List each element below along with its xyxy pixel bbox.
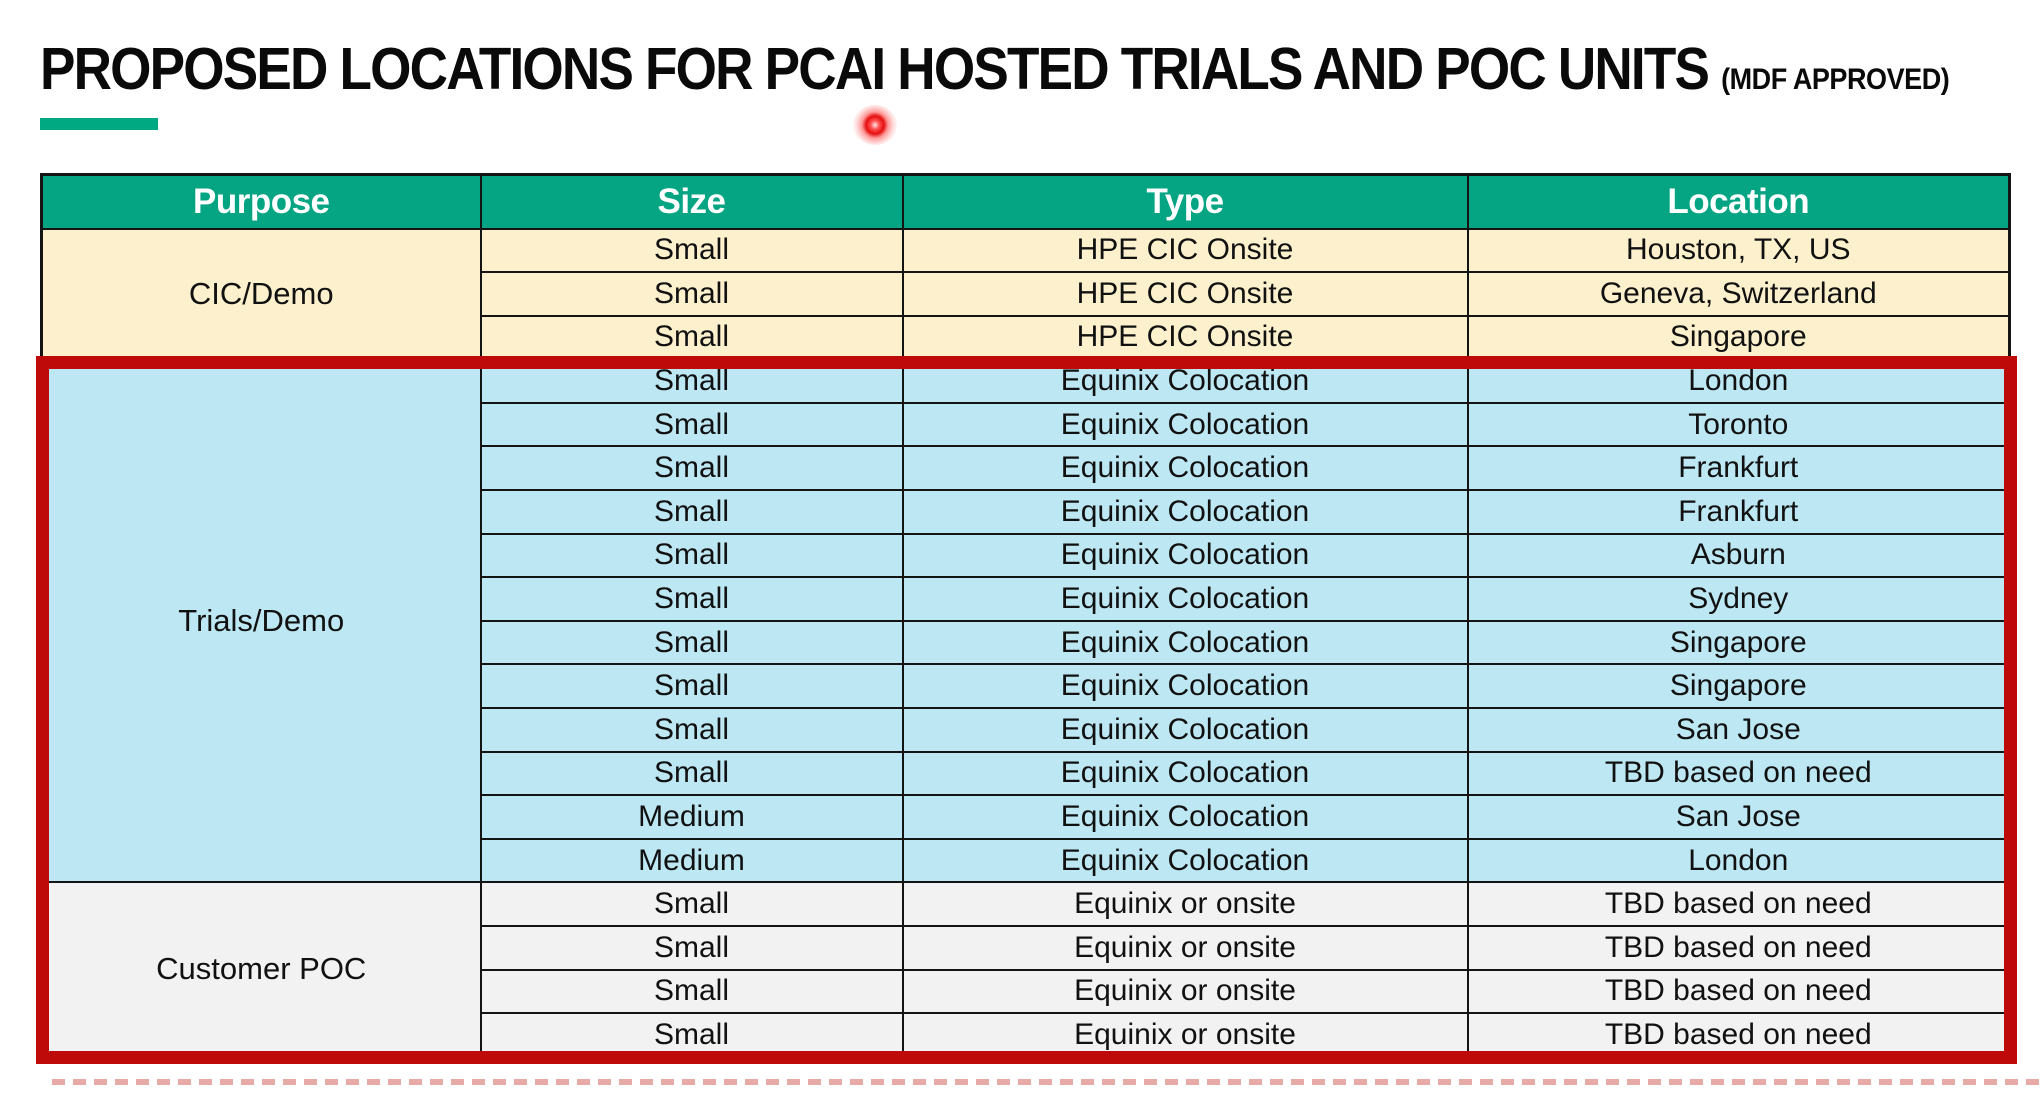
location-cell: Houston, TX, US <box>1466 227 2011 274</box>
type-cell: Equinix Colocation <box>901 358 1469 404</box>
type-cell: Equinix or onsite <box>901 1012 1469 1058</box>
table-row: CIC/Demo Small HPE CIC Onsite Houston, T… <box>40 227 2011 361</box>
table-row: Small Equinix Colocation Singapore <box>42 663 2011 710</box>
type-cell: Equinix Colocation <box>901 401 1469 448</box>
location-cell: London <box>1466 837 2011 884</box>
size-cell: Small <box>479 401 904 448</box>
table-row: Medium Equinix Colocation San Jose <box>42 794 2011 840</box>
table-row: Small Equinix Colocation Asburn <box>42 532 2011 579</box>
table-row: Small Equinix Colocation Singapore <box>42 619 2011 666</box>
type-cell: Equinix Colocation <box>901 532 1469 579</box>
table-row: Small HPE CIC Onsite Singapore <box>42 314 2011 361</box>
table-row: Small Equinix Colocation Frankfurt <box>42 445 2011 492</box>
size-cell: Small <box>479 314 904 361</box>
location-cell: Sydney <box>1466 576 2011 622</box>
size-cell: Small <box>479 881 904 927</box>
table-row: Trials/Demo Small Equinix Colocation Lon… <box>40 358 2011 884</box>
type-cell: Equinix Colocation <box>901 445 1469 492</box>
type-cell: Equinix Colocation <box>901 794 1469 840</box>
title-accent-bar <box>40 118 158 130</box>
table-row: Medium Equinix Colocation London <box>42 837 2011 884</box>
size-cell: Small <box>479 707 904 753</box>
type-cell: Equinix or onsite <box>901 968 1469 1015</box>
table-row: Small Equinix or onsite TBD based on nee… <box>42 968 2011 1015</box>
type-cell: Equinix Colocation <box>901 837 1469 884</box>
location-cell: Geneva, Switzerland <box>1466 271 2011 317</box>
size-cell: Small <box>479 925 904 971</box>
type-cell: Equinix Colocation <box>901 750 1469 797</box>
size-cell: Small <box>479 968 904 1015</box>
type-cell: HPE CIC Onsite <box>901 314 1469 361</box>
location-cell: TBD based on need <box>1466 925 2011 971</box>
size-cell: Small <box>479 750 904 797</box>
locations-table: Purpose Size Type Location CIC/Demo Smal… <box>40 173 2011 1059</box>
column-header-type: Type <box>901 173 1469 230</box>
size-cell: Small <box>479 489 904 535</box>
location-cell: Toronto <box>1466 401 2011 448</box>
size-cell: Small <box>479 445 904 492</box>
table-row: Small Equinix Colocation Sydney <box>42 576 2011 622</box>
type-cell: Equinix Colocation <box>901 489 1469 535</box>
type-cell: Equinix Colocation <box>901 663 1469 710</box>
column-header-size: Size <box>479 173 904 230</box>
size-cell: Medium <box>479 837 904 884</box>
page-title-main: PROPOSED LOCATIONS FOR PCAI HOSTED TRIAL… <box>40 36 1710 102</box>
location-cell: TBD based on need <box>1466 1012 2011 1058</box>
location-cell: TBD based on need <box>1466 881 2011 927</box>
type-cell: HPE CIC Onsite <box>901 227 1469 274</box>
column-header-location: Location <box>1466 173 2011 230</box>
column-header-purpose: Purpose <box>40 173 482 230</box>
page-title-suffix: (MDF APPROVED) <box>1721 63 1950 96</box>
table-row: Small HPE CIC Onsite Geneva, Switzerland <box>42 271 2011 317</box>
location-cell: Frankfurt <box>1466 489 2011 535</box>
page-title: PROPOSED LOCATIONS FOR PCAI HOSTED TRIAL… <box>40 40 1950 109</box>
table-row: Small Equinix Colocation Toronto <box>42 401 2011 448</box>
type-cell: Equinix Colocation <box>901 619 1469 666</box>
size-cell: Small <box>479 532 904 579</box>
type-cell: Equinix Colocation <box>901 707 1469 753</box>
location-cell: TBD based on need <box>1466 968 2011 1015</box>
location-cell: San Jose <box>1466 794 2011 840</box>
location-cell: Singapore <box>1466 619 2011 666</box>
table-row: Small Equinix Colocation San Jose <box>42 707 2011 753</box>
size-cell: Small <box>479 619 904 666</box>
type-cell: HPE CIC Onsite <box>901 271 1469 317</box>
type-cell: Equinix Colocation <box>901 576 1469 622</box>
location-cell: TBD based on need <box>1466 750 2011 797</box>
size-cell: Small <box>479 1012 904 1058</box>
laser-pointer-dot-icon <box>853 105 897 145</box>
location-cell: Singapore <box>1466 663 2011 710</box>
location-cell: London <box>1466 358 2011 404</box>
location-cell: Frankfurt <box>1466 445 2011 492</box>
size-cell: Small <box>479 576 904 622</box>
size-cell: Small <box>479 663 904 710</box>
purpose-cell-trials-demo: Trials/Demo <box>40 358 482 884</box>
location-cell: Asburn <box>1466 532 2011 579</box>
table-row: Small Equinix Colocation Frankfurt <box>42 489 2011 535</box>
table-row: Small Equinix Colocation TBD based on ne… <box>42 750 2011 797</box>
table-header-row: Purpose Size Type Location <box>40 173 2011 230</box>
table-row: Small Equinix or onsite TBD based on nee… <box>42 925 2011 971</box>
purpose-cell-customer-poc: Customer POC <box>40 881 482 1058</box>
size-cell: Small <box>479 358 904 404</box>
type-cell: Equinix or onsite <box>901 881 1469 927</box>
size-cell: Small <box>479 271 904 317</box>
location-cell: Singapore <box>1466 314 2011 361</box>
purpose-cell-cic-demo: CIC/Demo <box>40 227 482 361</box>
size-cell: Medium <box>479 794 904 840</box>
type-cell: Equinix or onsite <box>901 925 1469 971</box>
table-row: Customer POC Small Equinix or onsite TBD… <box>40 881 2011 1058</box>
location-cell: San Jose <box>1466 707 2011 753</box>
size-cell: Small <box>479 227 904 274</box>
dashed-line-artifact <box>52 1079 2040 1085</box>
